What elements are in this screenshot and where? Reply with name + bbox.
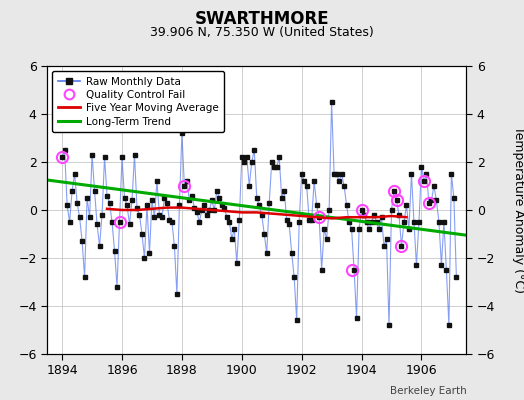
Legend: Raw Monthly Data, Quality Control Fail, Five Year Moving Average, Long-Term Tren: Raw Monthly Data, Quality Control Fail, …: [52, 71, 224, 132]
Text: 39.906 N, 75.350 W (United States): 39.906 N, 75.350 W (United States): [150, 26, 374, 39]
Y-axis label: Temperature Anomaly (°C): Temperature Anomaly (°C): [512, 126, 524, 294]
Text: Berkeley Earth: Berkeley Earth: [390, 386, 466, 396]
Text: SWARTHMORE: SWARTHMORE: [195, 10, 329, 28]
